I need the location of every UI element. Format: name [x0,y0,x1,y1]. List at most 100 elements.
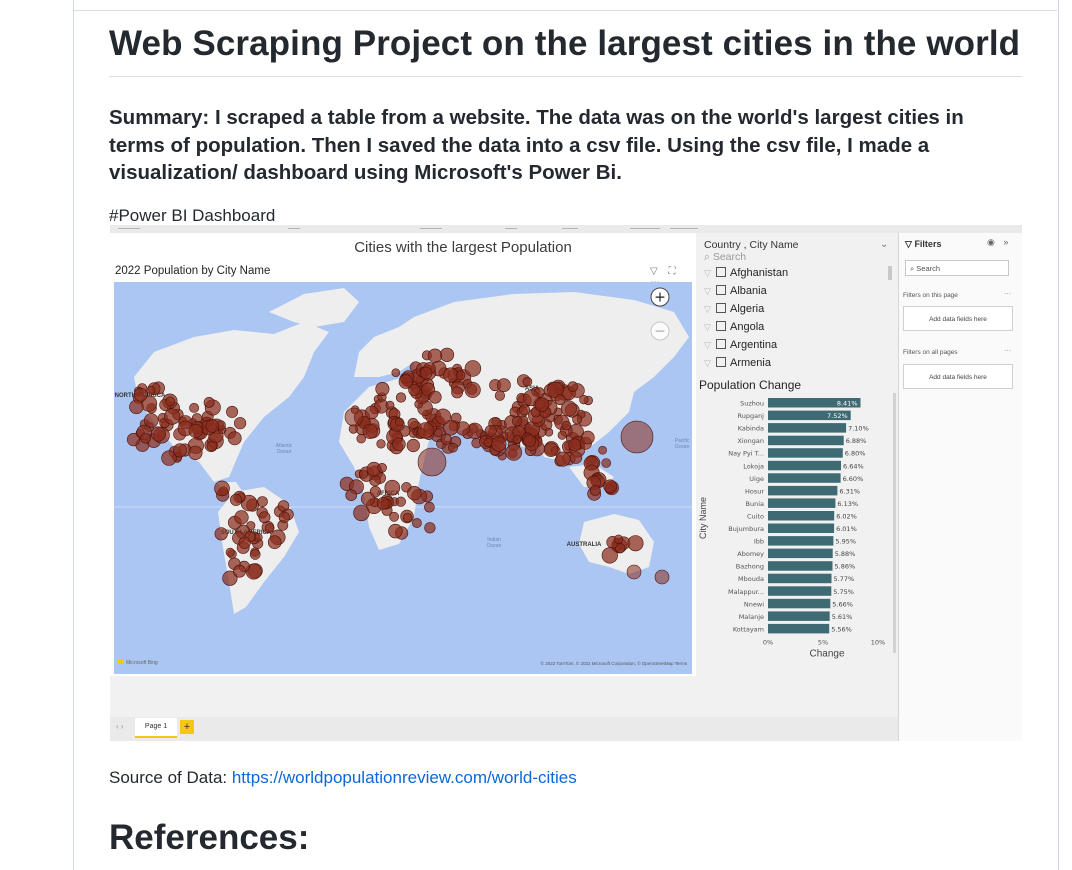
city-bubble[interactable] [483,438,493,448]
slicer-item[interactable]: ▽ Argentina [704,339,777,351]
bar[interactable] [768,460,841,471]
city-bubble[interactable] [163,408,181,425]
filters-controls[interactable]: ◉ » [987,237,1011,248]
city-bubble[interactable] [395,392,407,403]
city-bubble[interactable] [544,427,554,437]
tab-page-1[interactable]: Page 1 [135,718,177,738]
bubble-map[interactable]: NORTH AMERICAASIAAFRICASOUTH AMERICAAUST… [114,282,692,674]
city-bubble[interactable] [555,451,571,467]
bar[interactable] [768,511,835,521]
expand-icon[interactable]: ▽ [704,340,711,350]
city-bubble[interactable] [394,417,404,427]
city-bubble[interactable] [353,504,370,522]
city-bubble[interactable] [603,479,617,494]
bar[interactable] [768,586,832,596]
city-bubble[interactable] [188,423,203,438]
city-bubble[interactable] [222,570,238,586]
city-bubble[interactable] [406,438,420,453]
city-bubble[interactable] [494,390,506,401]
city-bubble[interactable] [356,434,366,444]
city-bubble[interactable] [256,496,268,507]
city-bubble[interactable] [227,431,242,446]
page-nav-arrows[interactable]: ‹ › [116,722,124,731]
city-bubbles[interactable] [126,347,670,586]
city-bubble[interactable] [557,430,567,440]
bar[interactable] [768,623,830,634]
expand-icon[interactable]: ▽ [704,268,711,278]
city-bubble[interactable] [385,400,395,410]
city-bubble[interactable] [451,386,463,399]
bar[interactable] [768,611,830,621]
slicer-item[interactable]: ▽ Angola [704,321,764,333]
city-bubble[interactable] [214,480,230,497]
map-zoom-in-button[interactable]: + [650,287,670,307]
city-bubble[interactable] [407,486,422,501]
city-bubble[interactable] [626,564,642,580]
checkbox[interactable] [716,357,726,367]
city-bubble[interactable] [464,381,481,398]
city-bubble[interactable] [523,434,537,448]
city-bubble[interactable] [173,443,188,458]
city-bubble[interactable] [427,348,443,364]
checkbox[interactable] [716,267,726,277]
city-bubble[interactable] [448,442,458,453]
city-bubble[interactable] [264,523,275,533]
city-bubble[interactable] [572,414,582,425]
city-bubble[interactable] [627,535,644,552]
city-bubble[interactable] [419,366,433,380]
checkbox[interactable] [716,339,726,349]
city-bubble[interactable] [589,484,601,496]
city-bubble[interactable] [161,450,177,466]
city-bubble[interactable] [143,413,159,428]
city-bubble[interactable] [560,400,577,417]
filters-search-input[interactable]: ⌕ Search [905,260,1009,276]
city-bubble[interactable] [225,547,235,557]
city-bubble[interactable] [568,438,582,452]
city-bubble[interactable] [496,378,511,392]
city-bubble[interactable] [238,536,251,549]
city-bubble[interactable] [230,493,243,506]
city-bubble[interactable] [554,394,566,406]
expand-icon[interactable]: ▽ [704,322,711,332]
city-bubble[interactable] [440,433,452,445]
expand-icon[interactable]: ▽ [704,304,711,314]
city-bubble[interactable] [188,445,203,460]
more-icon[interactable]: ⋯ [1004,348,1011,355]
city-bubble[interactable] [411,518,422,528]
bar[interactable] [768,498,836,508]
city-bubble[interactable] [375,382,390,397]
city-bubble[interactable] [398,374,414,389]
city-bubble[interactable] [129,399,144,415]
city-bubble[interactable] [601,458,612,468]
chart-scrollbar[interactable] [893,393,896,653]
city-bubble[interactable] [408,383,421,396]
city-bubble[interactable] [376,497,390,510]
city-bubble[interactable] [543,442,559,457]
bar[interactable] [768,523,835,534]
city-bubble[interactable] [205,419,220,433]
more-icon[interactable]: ⋯ [1004,291,1011,298]
city-bubble[interactable] [511,416,523,427]
expand-icon[interactable]: ▽ [704,286,711,296]
bar[interactable] [768,423,847,433]
city-bubble[interactable] [389,511,399,522]
map-zoom-out-button[interactable]: − [650,321,670,341]
city-bubble[interactable] [214,527,228,541]
population-change-bar-chart[interactable]: City Name Suzhou 8.41% Rupganj 7.52% Kabinda 7… [696,393,898,675]
city-bubble[interactable] [345,489,357,501]
city-bubble[interactable] [126,433,141,447]
city-bubble[interactable] [561,420,572,431]
city-bubble[interactable] [267,535,282,550]
city-bubble[interactable] [435,408,452,425]
city-bubble[interactable] [601,547,618,564]
city-bubble[interactable] [362,424,378,440]
city-bubble[interactable] [428,390,442,404]
bar[interactable] [768,485,838,496]
bar[interactable] [768,536,834,546]
city-bubble[interactable] [417,447,447,477]
city-bubble[interactable] [344,407,364,427]
city-bubble[interactable] [580,430,595,445]
city-bubble[interactable] [376,439,386,449]
city-bubble[interactable] [534,397,550,412]
city-bubble[interactable] [484,425,497,438]
